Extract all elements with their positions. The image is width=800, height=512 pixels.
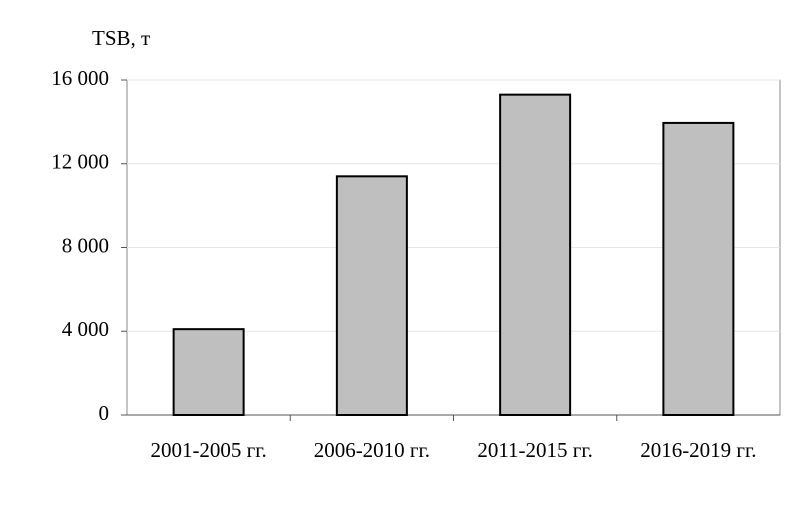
x-tick-label: 2011-2015 гг. <box>477 438 593 462</box>
y-tick-label: 4 000 <box>62 317 109 341</box>
y-axis-label: TSB, т <box>92 26 150 50</box>
y-tick-label: 12 000 <box>51 150 109 174</box>
bar <box>662 121 735 416</box>
x-tick-label: 2016-2019 гг. <box>640 438 756 462</box>
bar <box>335 175 408 416</box>
y-tick-label: 0 <box>99 401 110 425</box>
bar <box>499 93 572 416</box>
y-tick-label: 16 000 <box>51 66 109 90</box>
x-tick-label: 2006-2010 гг. <box>314 438 430 462</box>
y-tick-label: 8 000 <box>62 233 109 257</box>
x-tick-label: 2001-2005 гг. <box>150 438 266 462</box>
bar <box>172 328 245 416</box>
